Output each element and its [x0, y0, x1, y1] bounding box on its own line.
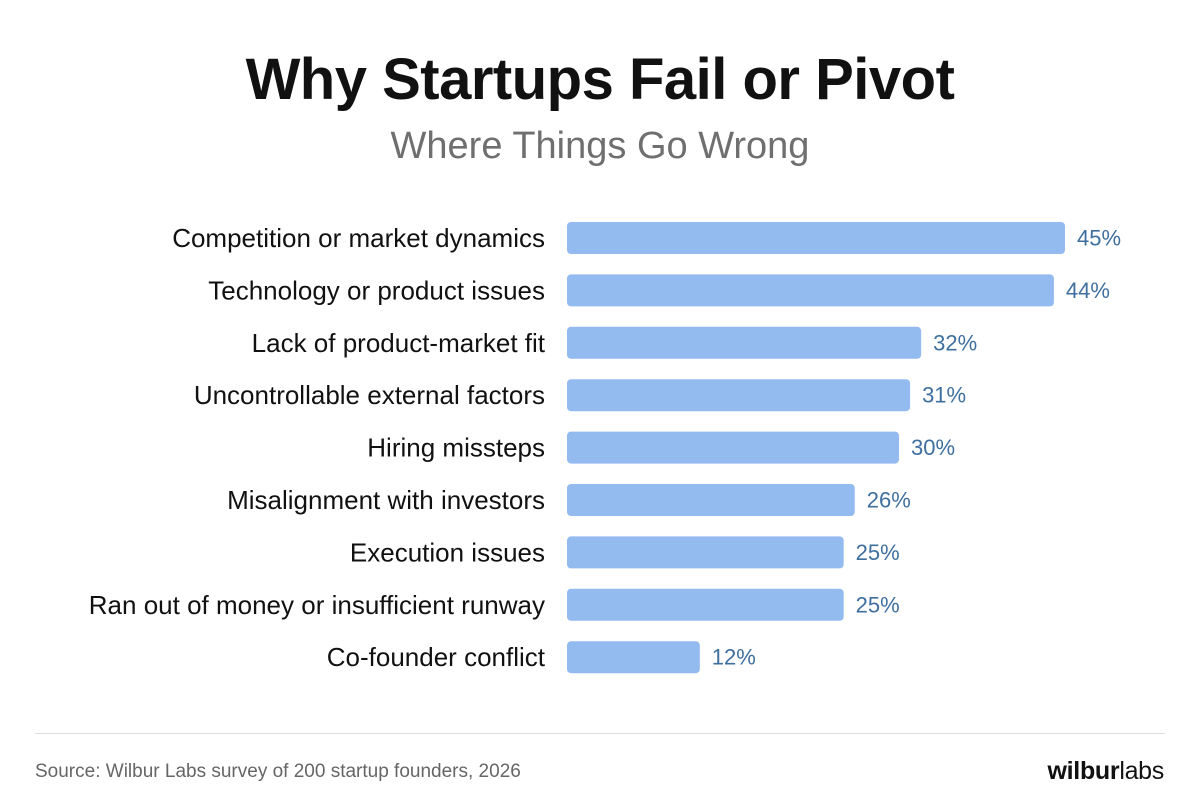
- bar: [567, 536, 844, 569]
- bar: [567, 641, 700, 674]
- source-note: Source: Wilbur Labs survey of 200 startu…: [35, 761, 521, 782]
- category-label: Ran out of money or insufficient runway: [89, 590, 545, 620]
- category-label: Hiring missteps: [367, 433, 545, 463]
- chart-title: Why Startups Fail or Pivot: [245, 47, 955, 112]
- bar: [567, 431, 899, 464]
- bar: [567, 326, 922, 359]
- bar: [567, 274, 1054, 307]
- value-label: 12%: [712, 645, 756, 670]
- category-label: Technology or product issues: [208, 275, 545, 305]
- category-label: Uncontrollable external factors: [194, 380, 545, 410]
- category-label: Execution issues: [350, 537, 545, 567]
- value-label: 25%: [856, 592, 900, 617]
- chart-subtitle: Where Things Go Wrong: [390, 125, 810, 167]
- value-label: 44%: [1066, 278, 1110, 303]
- footer-divider: [35, 733, 1165, 734]
- value-label: 31%: [922, 383, 966, 408]
- bar: [567, 222, 1065, 254]
- value-label: 45%: [1077, 226, 1121, 251]
- logo-wordmark-bold: wilbur: [1047, 757, 1120, 785]
- value-label: 25%: [856, 540, 900, 565]
- category-label: Co-founder conflict: [327, 642, 546, 672]
- logo-wordmark-light: labs: [1119, 757, 1164, 785]
- value-label: 30%: [911, 435, 955, 460]
- value-label: 26%: [867, 488, 911, 513]
- category-label: Lack of product-market fit: [252, 328, 546, 358]
- bar: [567, 379, 911, 412]
- bar: [567, 588, 844, 621]
- bar: [567, 484, 855, 516]
- wilburlabs-logo: wilburlabs: [1047, 757, 1165, 786]
- category-label: Competition or market dynamics: [172, 223, 545, 253]
- value-label: 32%: [933, 330, 977, 355]
- bar-chart: Competition or market dynamics 45% Technol…: [89, 222, 1121, 674]
- category-label: Misalignment with investors: [227, 485, 545, 515]
